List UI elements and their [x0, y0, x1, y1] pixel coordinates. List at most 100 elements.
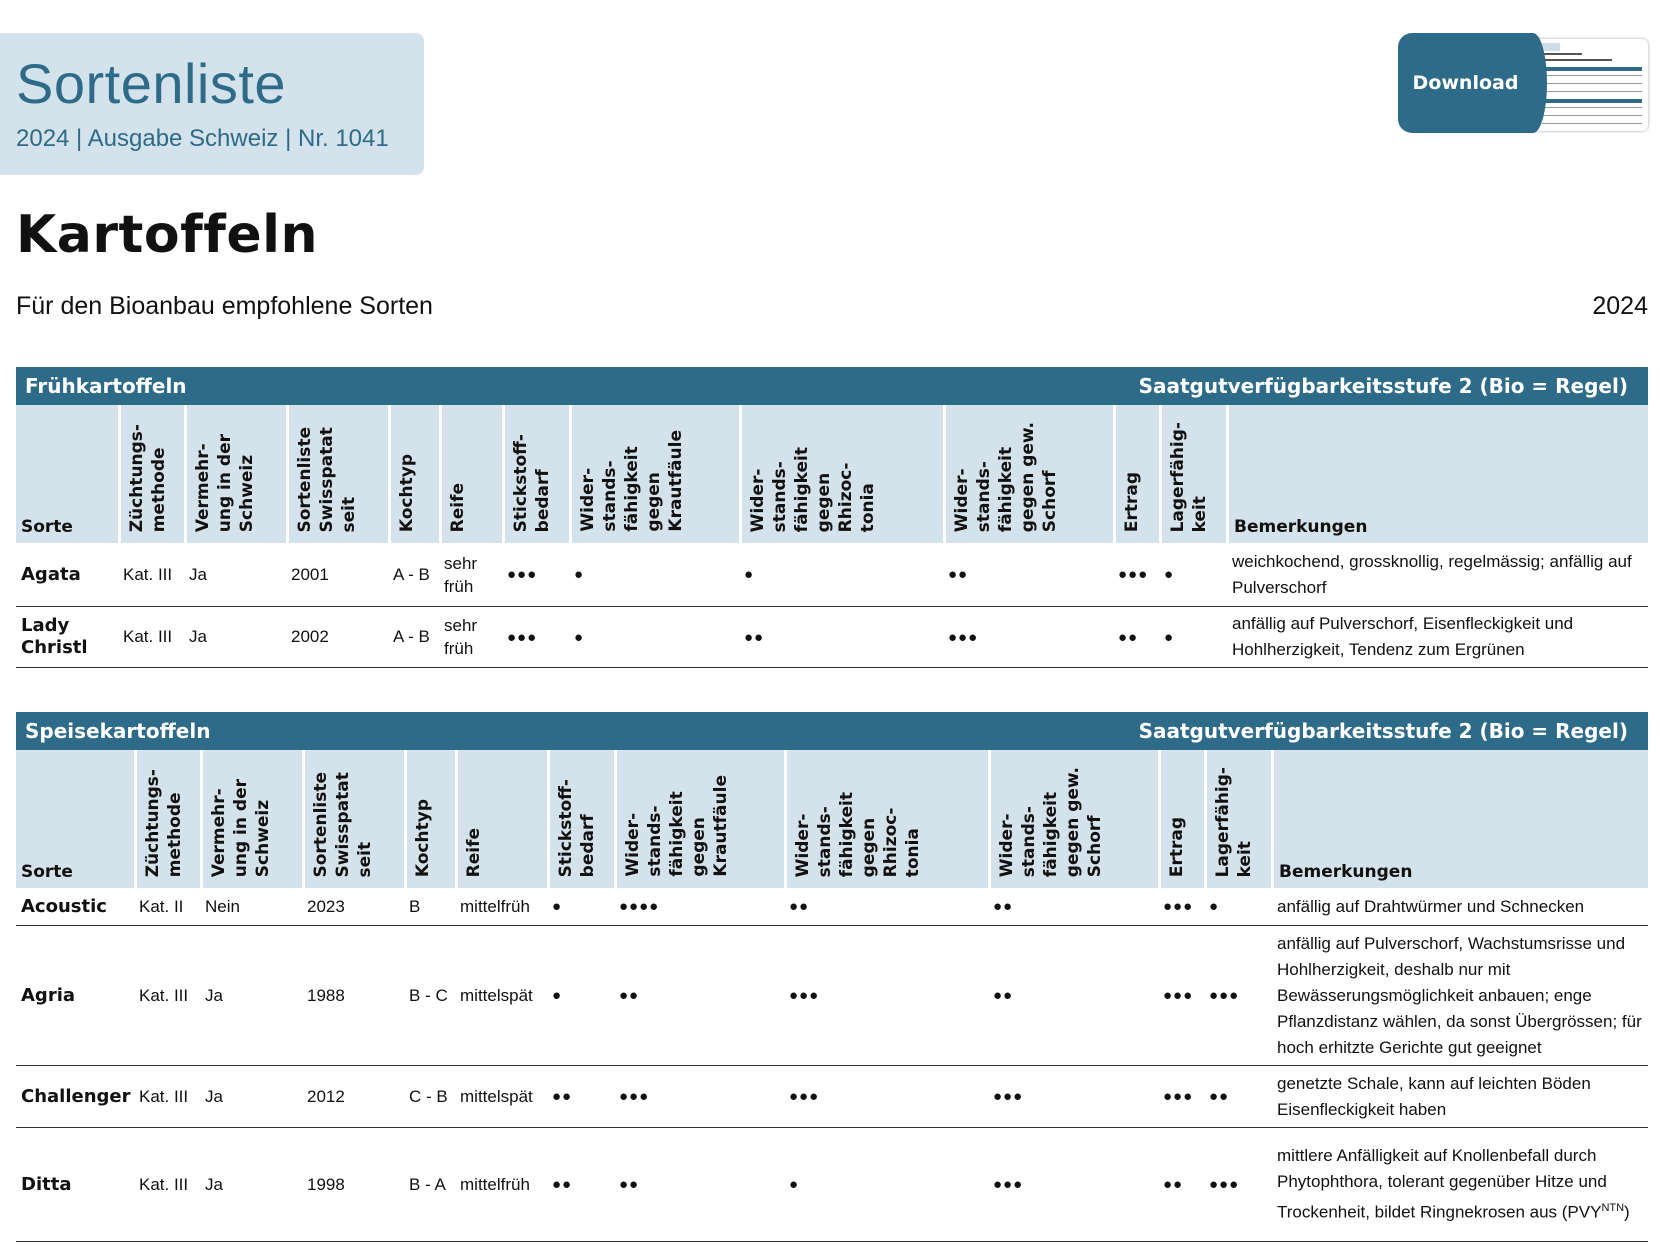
- cell-sorte-value: Agata: [21, 563, 81, 585]
- cell-krautfaeule: ●: [569, 607, 739, 668]
- page-subtitle: Für den Bioanbau empfohlene Sorten: [16, 292, 433, 320]
- cell-sortenliste-seit-value: 2023: [307, 896, 345, 916]
- download-widget[interactable]: Download: [1398, 33, 1650, 133]
- cell-reife-value: mittelfrüh: [460, 1175, 530, 1194]
- cell-stickstoffbedarf-value: ●: [552, 987, 563, 1004]
- col-header-zuechtungsmethode: Züchtungs- methode: [134, 750, 200, 888]
- cell-reife: mittelspät: [455, 926, 547, 1066]
- cell-stickstoffbedarf-value: ●●: [552, 1176, 573, 1193]
- col-header-stickstoffbedarf: Stickstoff- bedarf: [547, 750, 614, 888]
- cell-stickstoffbedarf-value: ●●●: [507, 566, 538, 583]
- cell-lagerfaehigkeit-value: ●●●: [1209, 1176, 1240, 1193]
- cell-krautfaeule: ●: [569, 543, 739, 607]
- cell-zuechtungsmethode-value: Kat. II: [139, 896, 184, 916]
- cell-zuechtungsmethode-value: Kat. III: [139, 1086, 189, 1106]
- cell-sortenliste-seit: 1998: [302, 1128, 404, 1242]
- cell-zuechtungsmethode-value: Kat. III: [139, 1174, 189, 1194]
- column-label: Wider- stands- fähigkeit gegen Rhizoc- t…: [748, 446, 878, 532]
- cell-ertrag: ●●●: [1113, 543, 1159, 607]
- cell-sorte-value: Challenger: [21, 1085, 131, 1107]
- cell-rhizoctonia: ●●: [739, 607, 943, 668]
- column-label: Stickstoff- bedarf: [511, 433, 553, 532]
- column-label: Reife: [448, 482, 468, 532]
- cell-rhizoctonia-value: ●: [789, 1176, 800, 1193]
- cell-sortenliste-seit-value: 2001: [291, 564, 329, 584]
- cell-rhizoctonia: ●●: [784, 888, 988, 926]
- cell-bemerkungen-value: weichkochend, grossknollig, regelmässig;…: [1232, 551, 1632, 597]
- cell-sortenliste-seit-value: 1988: [307, 985, 345, 1005]
- column-label: Kochtyp: [397, 453, 417, 532]
- cell-krautfaeule-value: ●●: [619, 987, 640, 1004]
- cell-sortenliste-seit-value: 2012: [307, 1086, 345, 1106]
- cell-reife-value: sehr früh: [444, 616, 478, 658]
- cell-vermehrung: Ja: [184, 607, 286, 668]
- cell-schorf: ●●●: [988, 1066, 1158, 1128]
- cell-stickstoffbedarf: ●●: [547, 1066, 614, 1128]
- cell-stickstoffbedarf: ●●●: [502, 607, 569, 668]
- cell-rhizoctonia: ●: [739, 543, 943, 607]
- cell-zuechtungsmethode: Kat. III: [118, 543, 184, 607]
- cell-kochtyp: C - B: [404, 1066, 455, 1128]
- cell-lagerfaehigkeit-value: ●●: [1209, 1088, 1230, 1105]
- cell-schorf-value: ●●: [948, 566, 969, 583]
- cell-rhizoctonia: ●●●: [784, 1066, 988, 1128]
- cell-schorf: ●●: [943, 543, 1113, 607]
- cell-stickstoffbedarf-value: ●: [552, 898, 563, 915]
- cell-schorf: ●●: [988, 888, 1158, 926]
- cell-kochtyp-value: A - B: [393, 564, 430, 584]
- col-header-lagerfaehigkeit: Lagerfähig- keit: [1204, 750, 1271, 888]
- column-label: Stickstoff- bedarf: [556, 778, 598, 877]
- cell-rhizoctonia-value: ●●●: [789, 987, 820, 1004]
- cell-kochtyp-value: B - C: [409, 985, 448, 1005]
- page-title: Kartoffeln: [16, 205, 318, 265]
- cell-schorf-value: ●●●: [993, 1088, 1024, 1105]
- col-header-rhizoctonia: Wider- stands- fähigkeit gegen Rhizoc- t…: [784, 750, 988, 888]
- cell-sortenliste-seit: 2001: [286, 543, 388, 607]
- cell-kochtyp: B - C: [404, 926, 455, 1066]
- column-label: Sorte: [21, 517, 73, 537]
- cell-lagerfaehigkeit-value: ●●●: [1209, 987, 1240, 1004]
- cell-reife: mittelfrüh: [455, 888, 547, 926]
- col-header-zuechtungsmethode: Züchtungs- methode: [118, 405, 184, 543]
- cell-kochtyp: A - B: [388, 543, 439, 607]
- cell-bemerkungen: weichkochend, grossknollig, regelmässig;…: [1226, 543, 1648, 607]
- col-header-kochtyp: Kochtyp: [388, 405, 439, 543]
- column-label: Ertrag: [1122, 471, 1142, 532]
- cell-reife-value: mittelspät: [460, 1087, 533, 1106]
- cell-kochtyp: B - A: [404, 1128, 455, 1242]
- cell-lagerfaehigkeit-value: ●: [1209, 898, 1220, 915]
- column-label: Vermehr- ung in der Schweiz: [193, 433, 257, 532]
- column-label: Wider- stands- fähigkeit gegen Krautfäul…: [578, 430, 686, 532]
- column-label: Kochtyp: [413, 798, 433, 877]
- download-button[interactable]: Download: [1398, 33, 1547, 133]
- cell-sorte: Lady Christl: [16, 607, 118, 668]
- section-title: Speisekartoffeln: [25, 719, 211, 743]
- superscript: NTN: [1601, 1202, 1625, 1215]
- col-header-stickstoffbedarf: Stickstoff- bedarf: [502, 405, 569, 543]
- col-header-sorte: Sorte: [16, 405, 118, 543]
- cell-krautfaeule: ●●: [614, 1128, 784, 1242]
- cell-krautfaeule: ●●●●: [614, 888, 784, 926]
- cell-schorf: ●●●: [988, 1128, 1158, 1242]
- cell-schorf-value: ●●: [993, 898, 1014, 915]
- cell-bemerkungen-value: anfällig auf Pulverschorf, Wachstumsriss…: [1277, 933, 1642, 1057]
- col-header-vermehrung: Vermehr- ung in der Schweiz: [200, 750, 302, 888]
- cell-lagerfaehigkeit: ●●: [1204, 1066, 1271, 1128]
- cell-ertrag: ●●●: [1158, 1066, 1204, 1128]
- column-label: Lagerfähig- keit: [1213, 766, 1255, 877]
- column-label: Lagerfähig- keit: [1168, 421, 1210, 532]
- col-header-rhizoctonia: Wider- stands- fähigkeit gegen Rhizoc- t…: [739, 405, 943, 543]
- cell-vermehrung-value: Ja: [205, 1174, 223, 1194]
- section-availability: Saatgutverfügbarkeitsstufe 2 (Bio = Rege…: [1138, 719, 1628, 743]
- cell-stickstoffbedarf: ●●●: [502, 543, 569, 607]
- cell-vermehrung: Ja: [184, 543, 286, 607]
- cell-rhizoctonia: ●: [784, 1128, 988, 1242]
- cell-vermehrung: Nein: [200, 888, 302, 926]
- column-label: Züchtungs- methode: [143, 768, 185, 877]
- cell-rhizoctonia-value: ●●●: [789, 1088, 820, 1105]
- col-header-sortenliste-seit: Sortenliste Swisspatat seit: [302, 750, 404, 888]
